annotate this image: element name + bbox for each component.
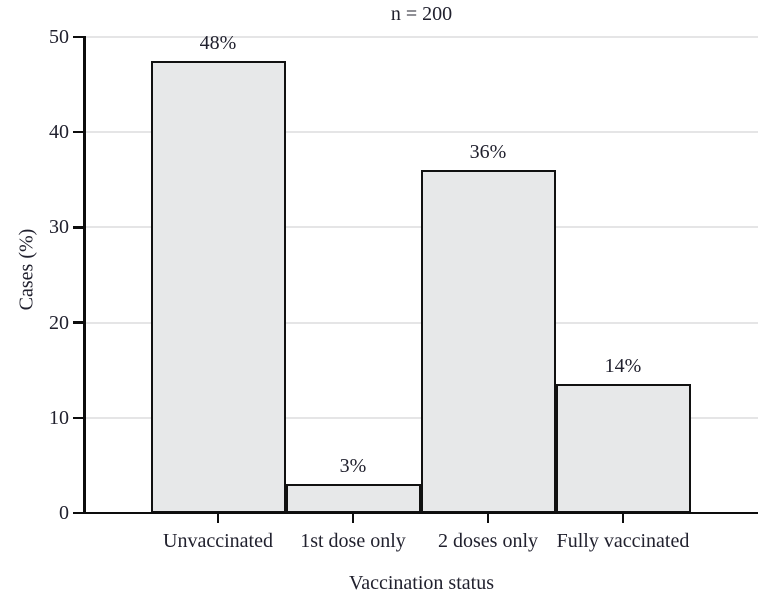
bar xyxy=(150,60,286,513)
y-axis-line xyxy=(83,36,86,514)
y-tick xyxy=(73,130,84,134)
gridline xyxy=(84,131,758,134)
chart-title: n = 200 xyxy=(390,3,453,25)
bar-value-label: 36% xyxy=(469,141,507,164)
y-tick xyxy=(73,35,84,39)
bar xyxy=(555,384,691,513)
y-tick xyxy=(73,226,84,229)
y-tick-label: 50 xyxy=(49,26,69,48)
gridline xyxy=(84,36,758,38)
y-tick xyxy=(73,321,84,324)
x-axis-title: Vaccination status xyxy=(349,572,494,594)
y-tick xyxy=(73,511,84,515)
x-tick xyxy=(621,514,625,523)
x-tick-label: Unvaccinated xyxy=(163,530,273,552)
y-tick xyxy=(73,416,84,420)
bar-value-label: 48% xyxy=(199,31,237,54)
y-tick-label: 0 xyxy=(59,502,69,524)
y-tick-label: 20 xyxy=(49,311,69,334)
bar-value-label: 3% xyxy=(339,455,367,478)
bar-value-label: 14% xyxy=(604,355,642,378)
y-tick-label: 10 xyxy=(49,406,69,429)
x-tick xyxy=(351,514,355,523)
bar xyxy=(285,484,421,513)
x-tick-label: Fully vaccinated xyxy=(556,530,690,552)
x-tick xyxy=(486,514,490,523)
x-axis-line xyxy=(83,511,758,514)
y-tick-label: 40 xyxy=(49,121,69,144)
bar xyxy=(420,170,556,513)
x-tick xyxy=(216,514,220,523)
y-tick-label: 30 xyxy=(49,216,69,239)
x-tick-label: 2 doses only xyxy=(438,530,538,552)
x-tick-label: 1st dose only xyxy=(300,530,406,552)
